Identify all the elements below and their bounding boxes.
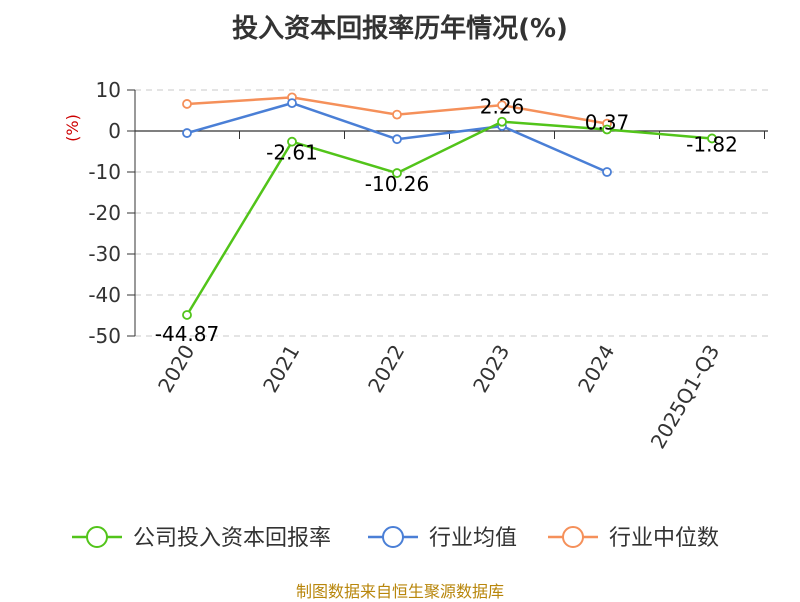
legend-label: 行业中位数: [609, 526, 719, 551]
chart-title: 投入资本回报率历年情况(%): [232, 14, 568, 44]
data-point: [392, 168, 402, 178]
x-tick-label: 2020: [153, 341, 199, 397]
data-label: -2.61: [266, 141, 318, 165]
x-tick-label: 2024: [573, 341, 619, 397]
data-point: [707, 133, 717, 144]
data-point: [182, 128, 192, 138]
y-tick-label: 10: [96, 78, 121, 102]
data-label: 0.37: [585, 110, 630, 134]
data-label: -1.82: [686, 132, 738, 156]
x-tick-label: 2022: [363, 341, 409, 397]
y-tick-label: -10: [88, 160, 121, 184]
data-point: [392, 134, 402, 145]
x-tick-label: 2023: [468, 341, 514, 397]
data-point: [287, 98, 297, 109]
data-label: -10.26: [365, 172, 429, 196]
data-point: [497, 100, 507, 111]
legend-label: 公司投入资本回报率: [133, 526, 331, 551]
legend-label: 行业均值: [429, 526, 517, 551]
legend-marker: [562, 526, 584, 548]
x-tick-label: 2025Q1-Q3: [646, 341, 725, 453]
data-point: [497, 116, 507, 127]
data-label: -44.87: [155, 322, 219, 346]
y-tick-label: -40: [88, 283, 121, 307]
series-line: [185, 120, 713, 316]
data-point: [182, 310, 192, 320]
legend-marker: [86, 526, 108, 548]
data-point: [182, 99, 192, 109]
source-note: 制图数据来自恒生聚源数据库: [295, 582, 504, 601]
x-tick-label: 2021: [258, 341, 304, 397]
data-point: [602, 167, 612, 177]
legend-marker: [382, 526, 404, 548]
y-tick-label: 0: [108, 119, 121, 143]
y-axis-label: (%): [63, 114, 82, 142]
data-point: [287, 136, 297, 147]
data-point: [602, 124, 612, 135]
data-point: [392, 109, 402, 120]
y-tick-label: -30: [88, 242, 121, 266]
y-tick-label: -50: [88, 324, 121, 348]
y-tick-label: -20: [88, 201, 121, 225]
data-label: 2.26: [480, 95, 525, 119]
